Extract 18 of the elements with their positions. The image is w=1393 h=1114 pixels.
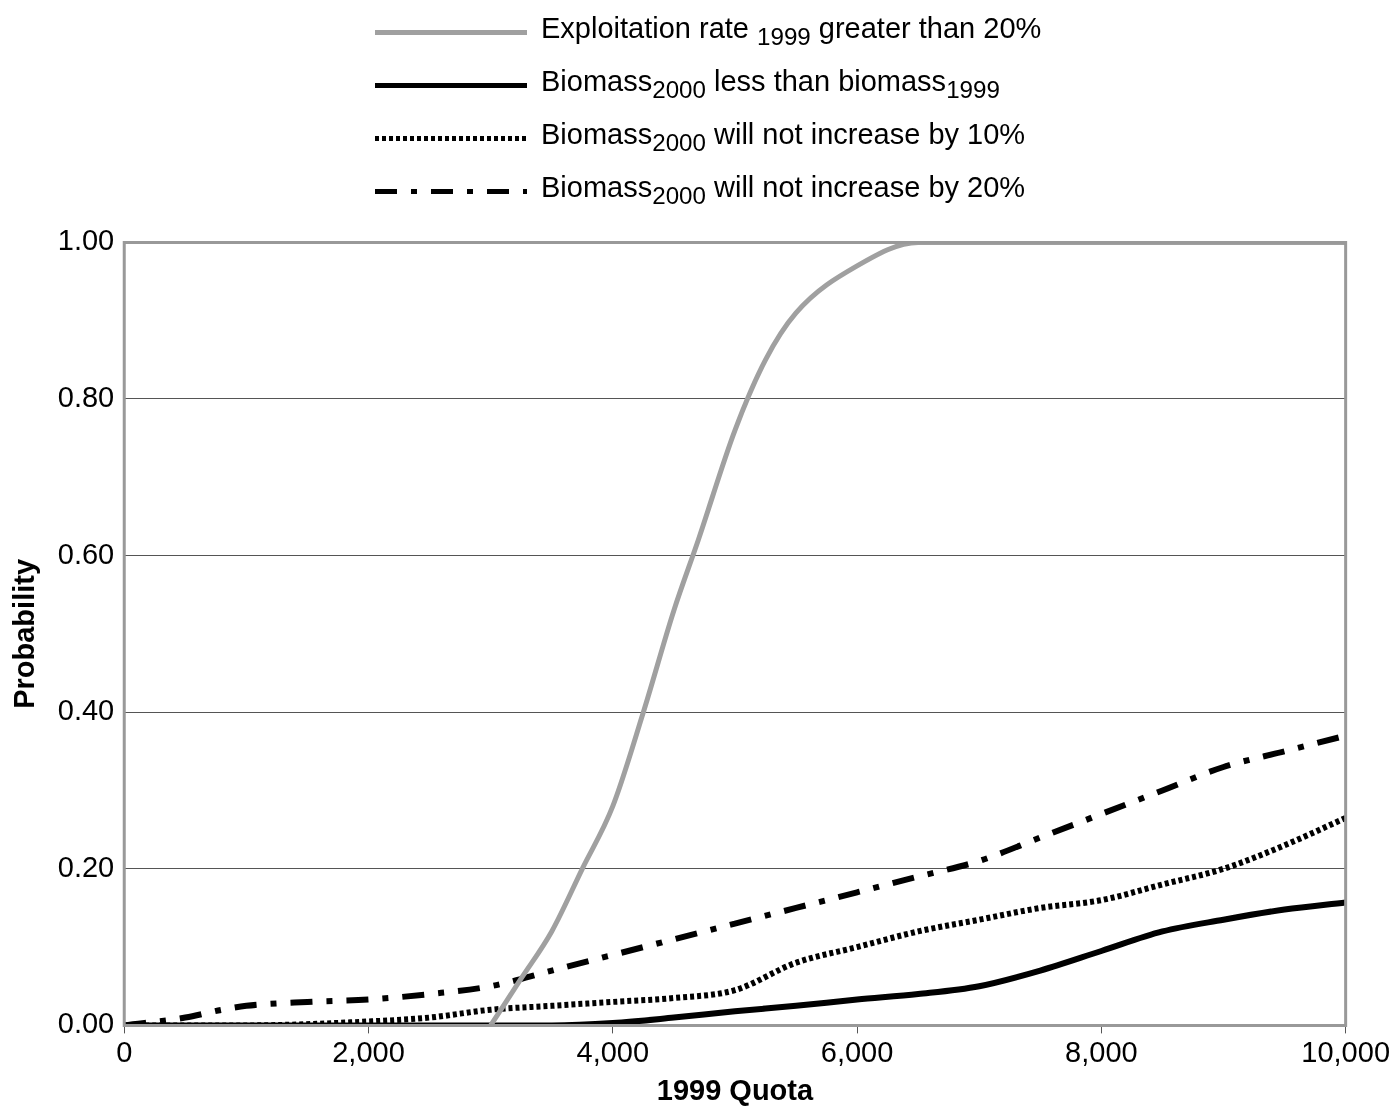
y-axis-title: Probability	[8, 558, 41, 709]
legend-label: Biomass$_{2000}$ less than biomass$_{1999}$	[541, 64, 1000, 105]
legend-label: Biomass$_{2000}$ will not increase by 10%	[541, 117, 1026, 158]
x-tick-label: 4,000	[576, 1035, 650, 1068]
x-tick-label: 6,000	[820, 1035, 894, 1068]
legend-label: Biomass$_{2000}$ will not increase by 20%	[541, 170, 1026, 211]
x-tick-label: 8,000	[1065, 1035, 1138, 1068]
y-tick-label: 0.00	[57, 1007, 115, 1040]
y-tick-label: 0.20	[57, 850, 115, 883]
y-tick-label: 0.40	[57, 694, 115, 727]
y-tick-label: 0.80	[57, 381, 115, 413]
legend-label: Exploitation rate $_{1999}$ greater than 20%	[541, 11, 1042, 52]
y-tick-label: 1.00	[57, 224, 115, 257]
y-tick-label: 0.60	[57, 537, 115, 570]
x-tick-label: 2,000	[332, 1035, 405, 1068]
x-axis-title: 1999 Quota	[656, 1073, 814, 1106]
x-tick-label: 0	[116, 1035, 133, 1068]
x-tick-label: 10,000	[1301, 1035, 1390, 1068]
